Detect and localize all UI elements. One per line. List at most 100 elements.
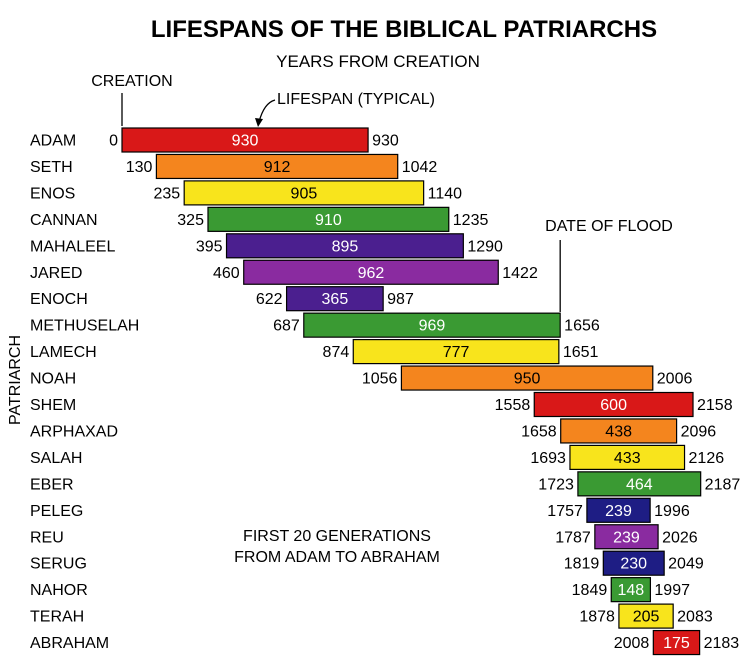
death-year-label: 2083 bbox=[677, 609, 713, 626]
birth-year-label: 687 bbox=[273, 318, 300, 335]
death-year-label: 1042 bbox=[402, 159, 438, 176]
birth-year-label: 0 bbox=[109, 133, 118, 150]
birth-year-label: 1658 bbox=[521, 423, 557, 440]
patriarch-name: SETH bbox=[30, 159, 73, 176]
lifespan-bar bbox=[652, 629, 701, 656]
patriarch-name: ENOCH bbox=[30, 291, 88, 308]
patriarch-name: NAHOR bbox=[30, 582, 88, 599]
patriarch-name: ABRAHAM bbox=[30, 635, 109, 652]
lifespan-pointer-arrowhead bbox=[255, 118, 263, 127]
patriarch-rows: ADAM 930 0 930 SETH 912 130 1042 ENOS 905 235 1140 C… bbox=[30, 127, 741, 656]
death-year-label: 2006 bbox=[657, 371, 693, 388]
death-year-label: 1140 bbox=[428, 185, 463, 202]
lifespan-value-label: 962 bbox=[358, 265, 385, 282]
generations-note-line-2: FROM ADAM TO ABRAHAM bbox=[234, 549, 440, 566]
lifespan-bar bbox=[533, 391, 694, 418]
patriarch-name: MAHALEEL bbox=[30, 238, 115, 255]
lifespan-bar bbox=[225, 233, 464, 259]
patriarch-name: ENOS bbox=[30, 185, 75, 202]
lifespan-value-label: 895 bbox=[332, 238, 359, 255]
lifespan-bar bbox=[400, 365, 654, 391]
patriarch-name: TERAH bbox=[30, 609, 84, 626]
lifespan-bar bbox=[207, 206, 450, 232]
death-year-label: 2183 bbox=[704, 635, 740, 652]
lifespan-bar bbox=[155, 153, 399, 180]
lifespan-value-label: 930 bbox=[232, 133, 259, 150]
birth-year-label: 1878 bbox=[579, 609, 615, 626]
birth-year-label: 1693 bbox=[530, 450, 566, 467]
birth-year-label: 1849 bbox=[572, 582, 608, 599]
birth-year-label: 130 bbox=[126, 159, 153, 176]
birth-year-label: 325 bbox=[177, 212, 204, 229]
patriarch-name: JARED bbox=[30, 265, 82, 282]
patriarch-name: LAMECH bbox=[30, 344, 97, 361]
y-axis-label: PATRIARCH bbox=[7, 335, 24, 425]
lifespan-bar bbox=[303, 312, 561, 338]
birth-year-label: 235 bbox=[153, 185, 180, 202]
lifespan-value-label: 175 bbox=[663, 635, 690, 652]
death-year-label: 1235 bbox=[453, 212, 489, 229]
lifespan-value-label: 205 bbox=[633, 609, 660, 626]
death-year-label: 987 bbox=[387, 291, 414, 308]
lifespan-value-label: 148 bbox=[617, 582, 644, 599]
patriarch-name: ADAM bbox=[30, 133, 76, 150]
lifespan-bar bbox=[610, 577, 652, 603]
patriarch-name: CANNAN bbox=[30, 212, 98, 229]
lifespan-value-label: 777 bbox=[443, 344, 470, 361]
birth-year-label: 460 bbox=[213, 265, 240, 282]
chart-title: LIFESPANS OF THE BIBLICAL PATRIARCHS bbox=[151, 16, 657, 43]
flood-label: DATE OF FLOOD bbox=[545, 218, 673, 235]
lifespan-bar bbox=[121, 127, 369, 153]
lifespan-value-label: 950 bbox=[514, 371, 541, 388]
patriarch-name: PELEG bbox=[30, 503, 83, 520]
lifespan-value-label: 912 bbox=[264, 159, 291, 176]
lifespan-value-label: 905 bbox=[291, 185, 318, 202]
patriarch-name: NOAH bbox=[30, 371, 76, 388]
lifespan-value-label: 433 bbox=[614, 450, 641, 467]
death-year-label: 1996 bbox=[654, 503, 690, 520]
lifespan-value-label: 438 bbox=[605, 423, 632, 440]
birth-year-label: 1056 bbox=[362, 371, 398, 388]
birth-year-label: 1819 bbox=[564, 556, 600, 573]
lifespan-value-label: 910 bbox=[315, 212, 342, 229]
death-year-label: 2026 bbox=[662, 529, 698, 546]
death-year-label: 2187 bbox=[705, 476, 741, 493]
lifespan-pointer-line bbox=[258, 99, 276, 123]
birth-year-label: 395 bbox=[196, 238, 223, 255]
birth-year-label: 1558 bbox=[495, 397, 531, 414]
lifespan-value-label: 600 bbox=[600, 397, 627, 414]
birth-year-label: 1757 bbox=[547, 503, 583, 520]
lifespan-bar bbox=[586, 497, 651, 523]
death-year-label: 1651 bbox=[563, 344, 599, 361]
lifespan-value-label: 230 bbox=[620, 556, 647, 573]
birth-year-label: 2008 bbox=[614, 635, 650, 652]
death-year-label: 1997 bbox=[654, 582, 690, 599]
death-year-label: 930 bbox=[372, 133, 399, 150]
death-year-label: 2158 bbox=[697, 397, 733, 414]
patriarch-name: ARPHAXAD bbox=[30, 423, 118, 440]
lifespan-label: LIFESPAN (TYPICAL) bbox=[277, 91, 435, 108]
birth-year-label: 1723 bbox=[538, 476, 574, 493]
lifespan-value-label: 239 bbox=[613, 529, 640, 546]
death-year-label: 2049 bbox=[668, 556, 704, 573]
patriarch-name: SERUG bbox=[30, 556, 87, 573]
lifespan-value-label: 365 bbox=[322, 291, 349, 308]
lifespan-bar bbox=[569, 444, 686, 470]
lifespan-bar bbox=[618, 603, 674, 629]
death-year-label: 2096 bbox=[681, 423, 717, 440]
patriarch-name: METHUSELAH bbox=[30, 318, 139, 335]
death-year-label: 1656 bbox=[564, 318, 600, 335]
creation-label: CREATION bbox=[91, 73, 172, 90]
lifespan-bar bbox=[594, 524, 659, 550]
lifespan-bar bbox=[243, 259, 499, 285]
lifespan-value-label: 239 bbox=[605, 503, 632, 520]
death-year-label: 1422 bbox=[502, 265, 538, 282]
lifespan-bar bbox=[285, 286, 384, 312]
lifespan-bar bbox=[577, 471, 702, 497]
lifespan-bar bbox=[560, 418, 678, 444]
birth-year-label: 1787 bbox=[555, 529, 591, 546]
patriarch-name: REU bbox=[30, 529, 64, 546]
chart-subtitle: YEARS FROM CREATION bbox=[276, 52, 480, 71]
death-year-label: 1290 bbox=[467, 238, 503, 255]
